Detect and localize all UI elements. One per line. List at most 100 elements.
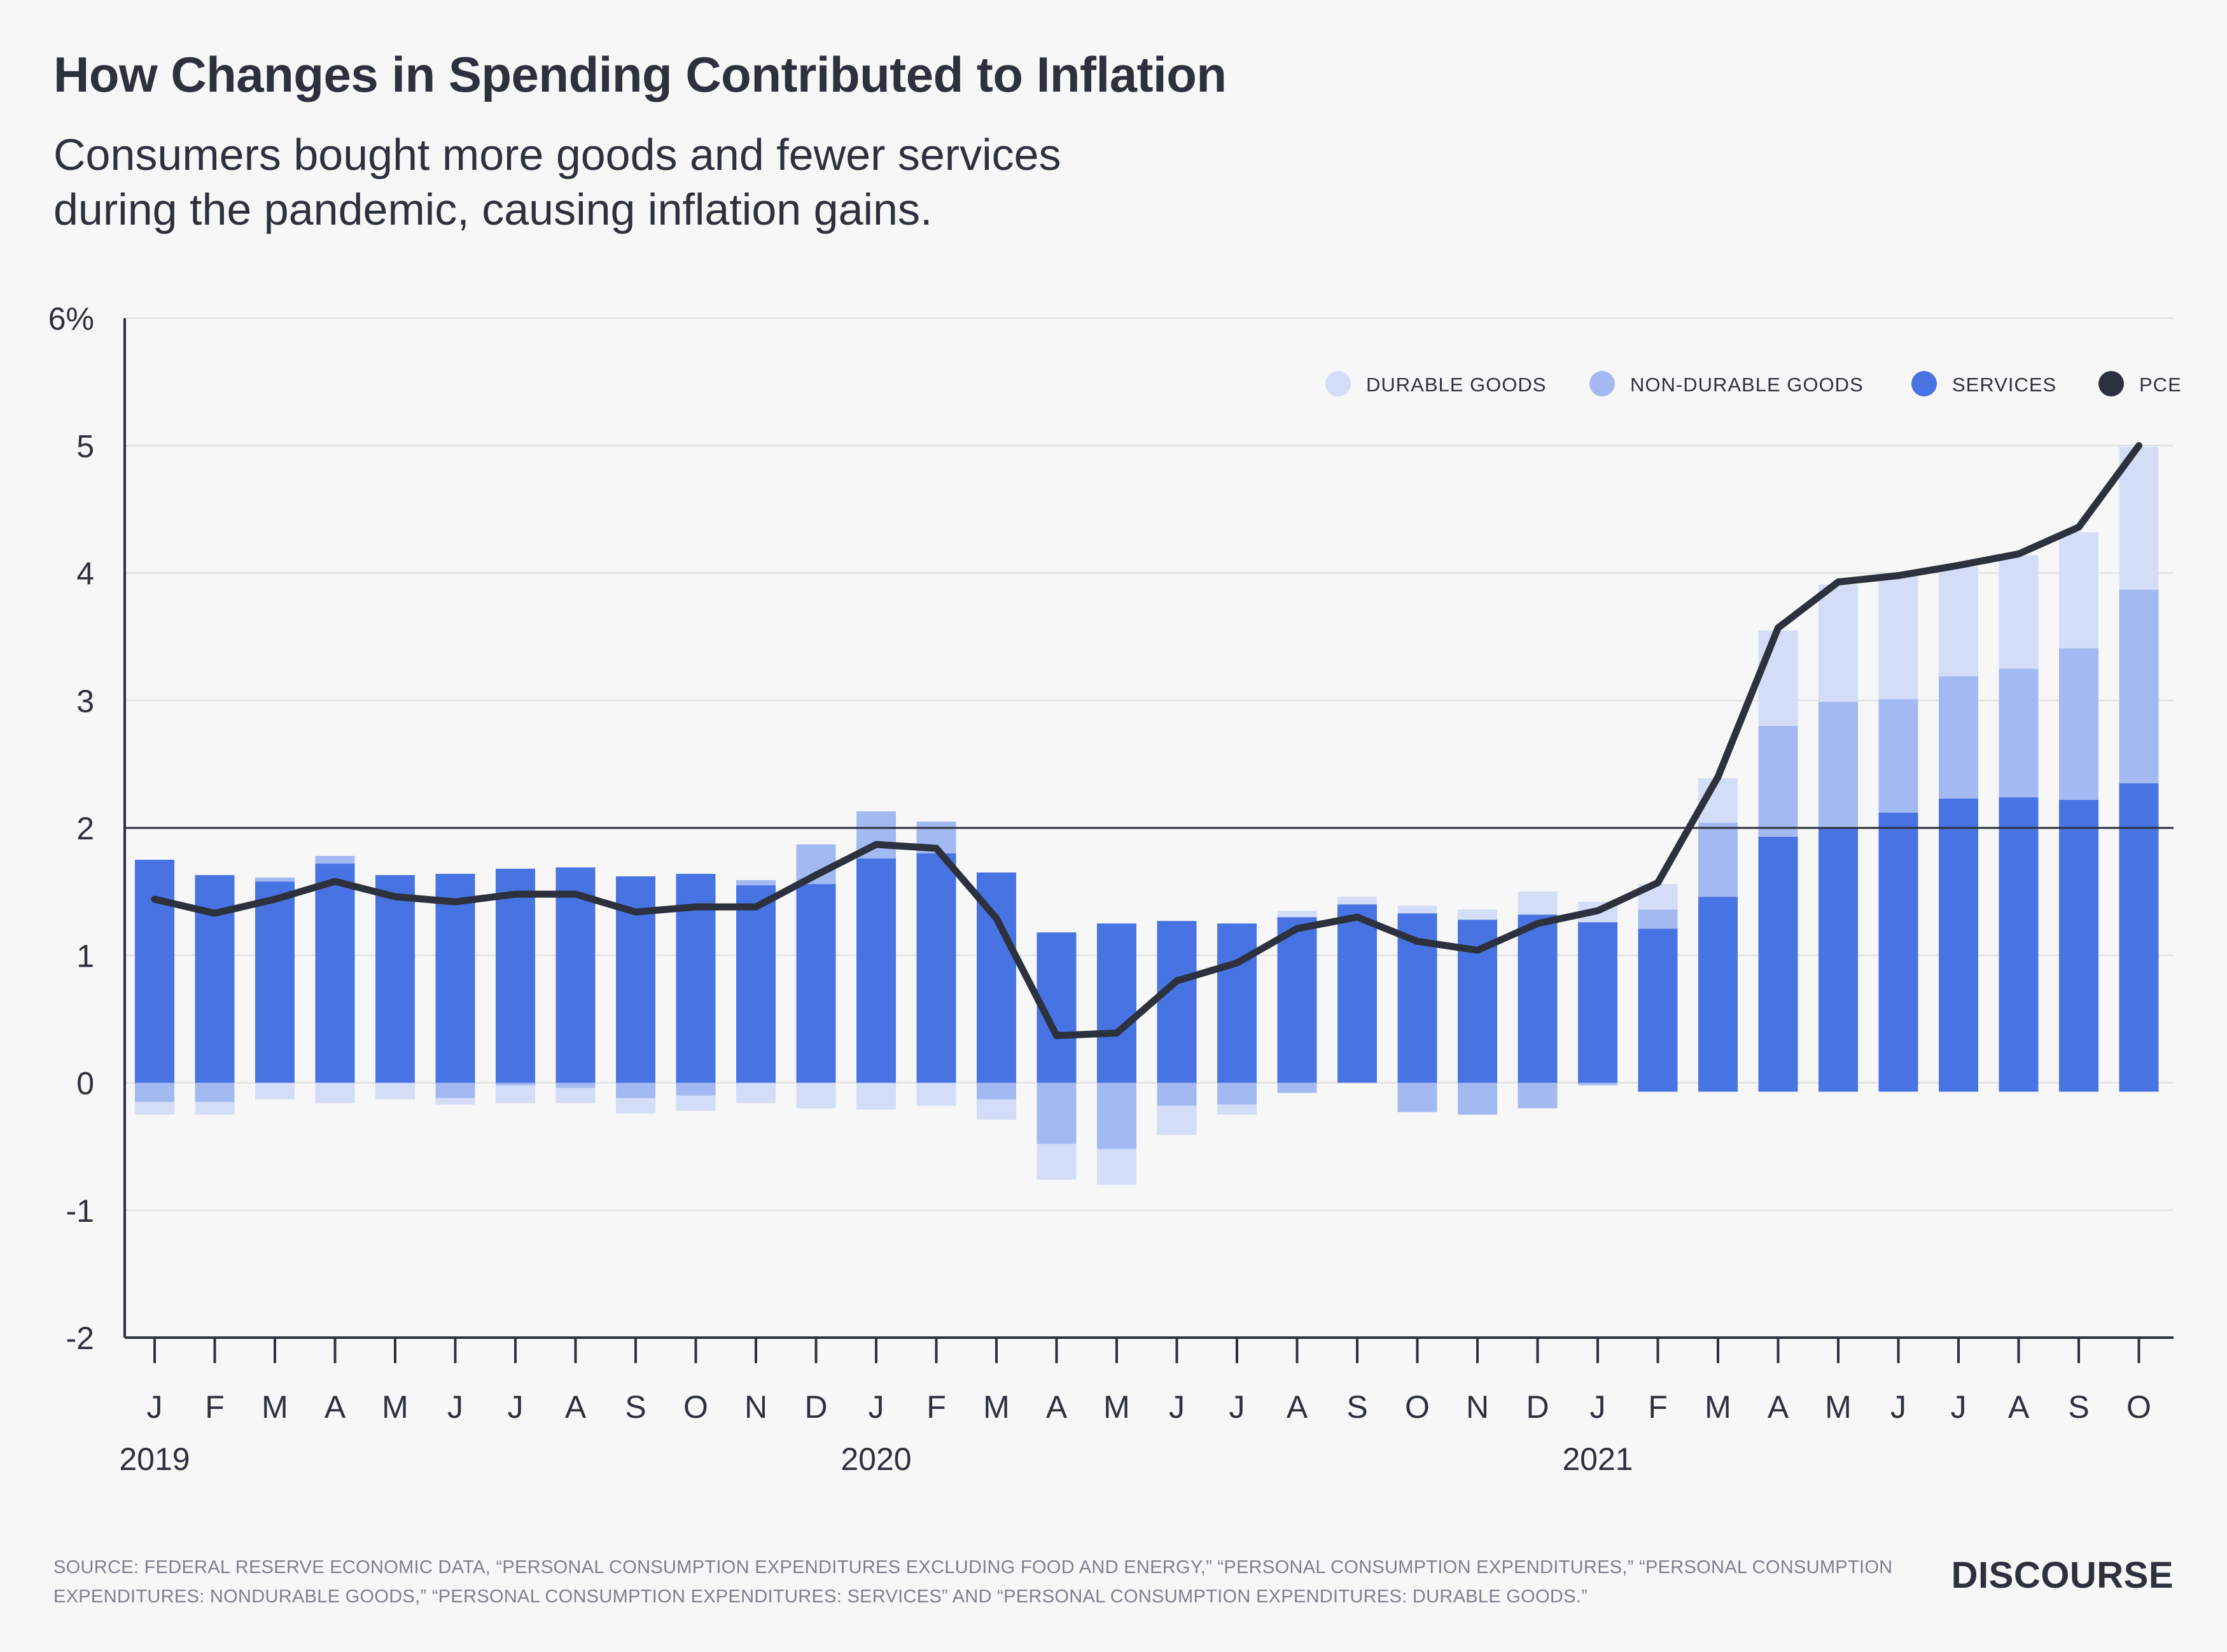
pce-line	[151, 442, 2142, 1039]
x-tick-label: M	[1825, 1389, 1852, 1425]
bar-services	[435, 874, 475, 1083]
bar-nondurable-goods	[1698, 822, 1738, 897]
bar-nondurable-goods	[1157, 1082, 1197, 1106]
legend-label: DURABLE GOODS	[1366, 374, 1546, 396]
bar-services	[916, 853, 956, 1083]
x-tick-label: J	[1169, 1389, 1185, 1425]
bar-services-negative	[1939, 1082, 1978, 1092]
y-tick-label: 0	[76, 1066, 94, 1102]
bar-durable-goods	[736, 1082, 776, 1103]
y-tick-label: -2	[66, 1320, 94, 1356]
legend-label: NON-DURABLE GOODS	[1630, 374, 1864, 396]
bar-durable-goods	[616, 1098, 655, 1114]
bar-services	[2119, 783, 2159, 1083]
legend-swatch	[2098, 371, 2124, 396]
bar-services-negative	[2119, 1082, 2159, 1092]
bar-durable-goods	[1337, 897, 1377, 905]
x-tick-label: M	[382, 1389, 408, 1425]
bar-services	[555, 867, 596, 1083]
x-tick-label: A	[1046, 1389, 1068, 1425]
bar-services	[315, 864, 355, 1083]
subtitle-line-1: Consumers bought more goods and fewer se…	[53, 130, 1061, 179]
bar-nondurable-goods	[1819, 701, 1858, 828]
bar-services	[2059, 799, 2098, 1083]
bar-durable-goods	[1878, 575, 1918, 699]
bar-services-negative	[1698, 1082, 1738, 1092]
bar-nondurable-goods	[977, 1082, 1016, 1100]
bar-durable-goods	[195, 1102, 235, 1115]
bar-services	[195, 875, 235, 1083]
legend-label: PCE	[2139, 374, 2182, 396]
y-tick-label: 5	[76, 428, 94, 464]
bar-durable-goods	[1157, 1105, 1197, 1135]
bar-nondurable-goods	[736, 880, 776, 886]
subtitle-line-2: during the pandemic, causing inflation g…	[53, 185, 933, 234]
x-tick-label: O	[683, 1389, 708, 1425]
bar-services	[796, 884, 836, 1083]
bar-durable-goods	[1999, 555, 2039, 669]
bar-durable-goods	[977, 1099, 1016, 1120]
x-tick-label: S	[2068, 1389, 2089, 1425]
x-tick-label: J	[1229, 1389, 1245, 1425]
bar-durable-goods	[1458, 909, 1497, 920]
bar-durable-goods	[1758, 630, 1798, 726]
bar-services-negative	[1819, 1082, 1858, 1092]
year-label: 2021	[1562, 1441, 1633, 1477]
x-tick-label: A	[325, 1389, 346, 1425]
year-label: 2019	[119, 1441, 190, 1477]
x-tick-label: J	[869, 1389, 884, 1425]
bar-nondurable-goods	[555, 1082, 596, 1088]
bar-durable-goods	[496, 1085, 535, 1103]
bar-durable-goods	[2119, 447, 2159, 590]
x-tick-label: A	[1768, 1389, 1789, 1425]
bar-services-negative	[1878, 1082, 1918, 1092]
bar-services	[1819, 828, 1858, 1083]
bar-durable-goods	[1097, 1149, 1136, 1185]
bar-nondurable-goods	[2059, 648, 2098, 800]
x-tick-label: F	[1648, 1389, 1668, 1425]
x-tick-label: S	[1346, 1389, 1367, 1425]
x-tick-label: J	[1890, 1389, 1906, 1425]
x-tick-label: J	[1590, 1389, 1606, 1425]
bar-durable-goods	[1037, 1144, 1077, 1180]
bar-durable-goods	[676, 1095, 716, 1111]
bar-nondurable-goods	[1097, 1082, 1136, 1149]
x-tick-label: J	[508, 1389, 524, 1425]
legend-swatch	[1325, 371, 1351, 396]
bar-durable-goods	[1819, 584, 1858, 702]
y-tick-label: -1	[66, 1193, 94, 1229]
bar-services-negative	[1638, 1082, 1678, 1092]
bar-durable-goods	[1277, 911, 1317, 918]
x-tick-label: A	[2008, 1389, 2030, 1425]
x-tick-label: M	[1705, 1389, 1731, 1425]
bar-nondurable-goods	[195, 1082, 235, 1102]
bar-services	[1157, 921, 1197, 1083]
bar-services	[375, 875, 415, 1083]
bar-nondurable-goods	[1939, 676, 1978, 799]
pce-line-path	[151, 442, 2142, 1039]
bar-nondurable-goods	[1578, 1082, 1617, 1086]
y-tick-label: 4	[76, 556, 94, 592]
bar-durable-goods	[255, 1082, 295, 1100]
x-tick-label: N	[744, 1389, 767, 1425]
bar-nondurable-goods	[496, 1082, 535, 1086]
bar-services	[856, 858, 896, 1083]
bar-services	[1097, 923, 1136, 1083]
x-tick-label: M	[1103, 1389, 1130, 1425]
x-tick-label: J	[1951, 1389, 1967, 1425]
legend-swatch	[1911, 371, 1937, 396]
bar-durable-goods	[435, 1098, 475, 1105]
bar-nondurable-goods	[135, 1082, 174, 1102]
bar-durable-goods	[796, 1082, 836, 1109]
bar-durable-goods	[916, 1082, 956, 1106]
x-tick-label: N	[1466, 1389, 1489, 1425]
x-tick-label: M	[262, 1389, 288, 1425]
x-tick-label: J	[447, 1389, 463, 1425]
bar-services-negative	[1999, 1082, 2039, 1092]
x-tick-label: J	[147, 1389, 163, 1425]
bar-services	[736, 885, 776, 1083]
bar-services-negative	[1758, 1082, 1798, 1092]
bar-nondurable-goods	[1397, 1082, 1437, 1112]
bar-durable-goods	[1217, 1104, 1257, 1115]
x-tick-label: D	[804, 1389, 827, 1425]
